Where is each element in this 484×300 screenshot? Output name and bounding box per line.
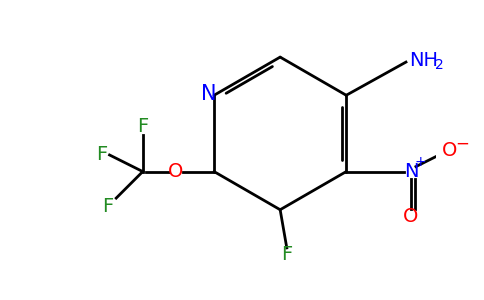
Text: N: N (404, 162, 418, 181)
Text: F: F (137, 117, 149, 136)
Text: N: N (201, 84, 217, 103)
Text: F: F (96, 146, 107, 164)
Text: F: F (102, 197, 114, 216)
Text: F: F (281, 245, 292, 264)
Text: +: + (414, 155, 426, 169)
Text: O: O (168, 162, 183, 181)
Text: O: O (441, 140, 457, 160)
Text: −: − (455, 134, 469, 152)
Text: NH: NH (409, 51, 439, 70)
Text: O: O (403, 207, 419, 226)
Text: 2: 2 (435, 58, 443, 72)
